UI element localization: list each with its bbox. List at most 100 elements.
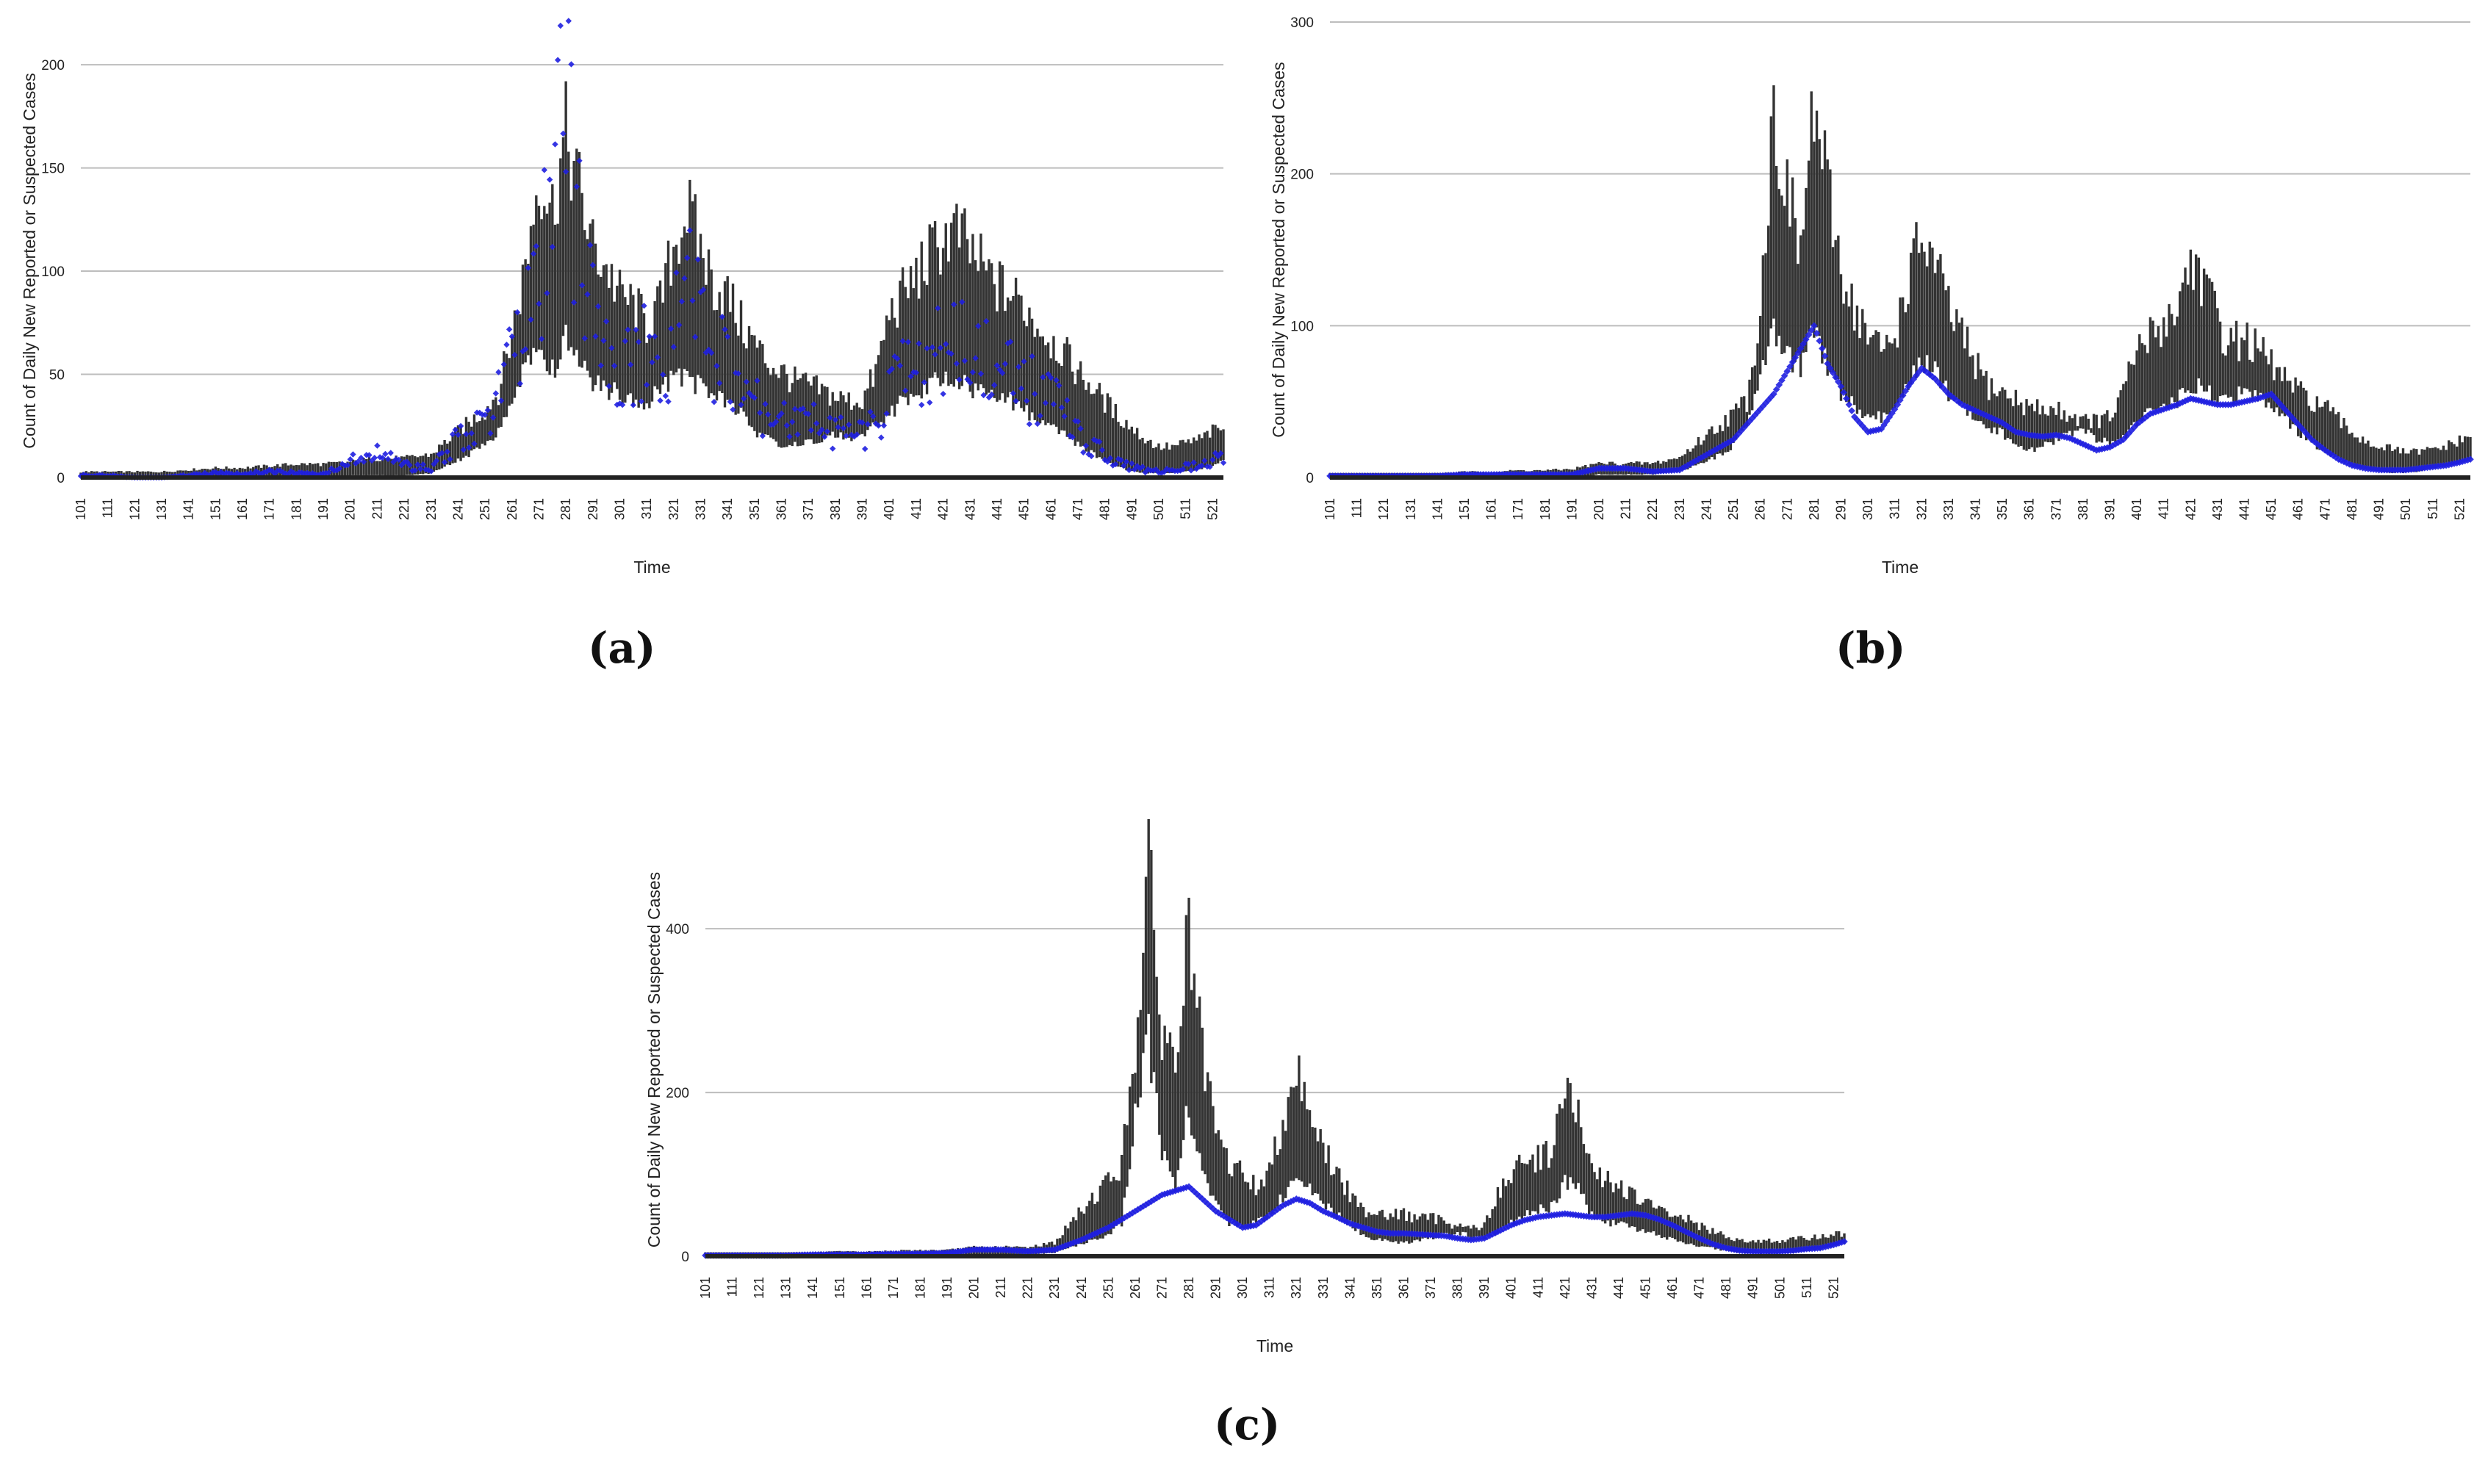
observed-point [1971, 407, 1980, 414]
observed-point [1096, 439, 1103, 445]
observed-point [2174, 401, 2181, 408]
x-tick-label: 491 [1124, 498, 1139, 520]
observed-point [835, 424, 841, 431]
x-tick-label: 151 [1457, 498, 1472, 520]
x-tick-label: 221 [1021, 1277, 1035, 1299]
observed-point [961, 357, 968, 364]
observed-point [643, 381, 650, 389]
observed-point [2467, 455, 2474, 463]
observed-point [608, 345, 615, 351]
observed-point [1682, 1228, 1690, 1236]
observed-point [1835, 378, 1842, 386]
observed-point [694, 256, 702, 263]
observed-point [1185, 461, 1192, 467]
x-tick-label: 351 [747, 498, 762, 520]
observed-point [854, 431, 860, 438]
observed-point [514, 309, 521, 316]
x-tick-label: 461 [1665, 1277, 1680, 1299]
observed-point [597, 362, 605, 369]
x-tick-label: 501 [2398, 498, 2413, 520]
observed-point [1045, 371, 1051, 378]
observed-point [390, 458, 397, 466]
observed-point [366, 452, 373, 458]
observed-point [969, 369, 977, 375]
observed-point [1129, 460, 1135, 467]
x-tick-label: 261 [1128, 1277, 1143, 1299]
observed-point [953, 360, 960, 367]
observed-point [654, 354, 661, 361]
y-tick-label: 150 [41, 162, 65, 177]
observed-point [675, 322, 683, 328]
y-tick-label: 50 [49, 368, 65, 383]
observed-point [1819, 345, 1826, 353]
x-tick-label: 131 [154, 498, 169, 520]
y-axis-title-b: Count of Daily New Reported or Suspected… [1269, 62, 1288, 437]
observed-point [1996, 418, 2004, 425]
chart-panel-a: 0 50 100 150 200 101 111 121 131 141 151 161 171 181… [20, 18, 1227, 577]
observed-point [1085, 451, 1092, 458]
observed-point [1811, 322, 1818, 330]
x-tick-label: 211 [993, 1277, 1008, 1298]
observed-point [2171, 402, 2179, 409]
observed-point [1507, 1221, 1515, 1229]
x-tick-label: 401 [2129, 498, 2144, 520]
observed-point [457, 422, 464, 430]
observed-point [977, 370, 985, 378]
observed-point [600, 337, 607, 344]
observed-point [935, 305, 941, 311]
observed-point [789, 419, 796, 425]
observed-point [1705, 450, 1713, 457]
gridlines-c [705, 928, 1844, 1094]
x-tick-label: 161 [235, 498, 250, 520]
ytick-labels-c: 0 200 400 [666, 922, 689, 1265]
observed-point [425, 467, 432, 474]
observed-point [1899, 392, 1907, 400]
observed-point [738, 401, 744, 408]
observed-point [1923, 369, 1931, 376]
observed-point [670, 343, 677, 350]
observed-point [1746, 417, 1753, 425]
x-axis-title-a: Time [633, 558, 670, 577]
observed-point [691, 334, 699, 340]
observed-point [1093, 438, 1100, 444]
observed-point [659, 371, 666, 378]
observed-point [630, 402, 637, 408]
observed-point [2090, 445, 2098, 453]
observed-point [2310, 438, 2318, 446]
observed-point [1115, 455, 1122, 462]
observed-point [460, 446, 467, 453]
observed-point [1090, 436, 1098, 443]
y-tick-label: 400 [666, 922, 689, 937]
observed-point [360, 458, 367, 465]
observed-point [1999, 419, 2006, 427]
x-tick-label: 241 [1074, 1277, 1089, 1299]
observed-point [1150, 467, 1157, 474]
observed-point [484, 407, 491, 414]
observed-point [948, 350, 954, 357]
observed-point [1756, 406, 1764, 413]
x-axis-title-c: Time [1256, 1336, 1293, 1355]
observed-point [239, 471, 246, 478]
observed-point [586, 242, 594, 248]
observed-point [1499, 1225, 1507, 1233]
observed-point [2316, 442, 2323, 450]
observed-point [533, 242, 539, 250]
observed-point [1885, 413, 1894, 421]
observed-point [756, 409, 763, 417]
observed-point [1088, 453, 1095, 460]
x-tick-label: 181 [1538, 498, 1553, 520]
observed-point [503, 342, 510, 348]
observed-point [964, 376, 971, 383]
x-tick-label: 431 [963, 498, 977, 520]
observed-point [1740, 424, 1748, 431]
observed-point [1732, 433, 1740, 440]
observed-point [1829, 369, 1837, 377]
observed-point [929, 344, 936, 350]
x-tick-label: 331 [1941, 498, 1956, 520]
observed-point [1064, 397, 1071, 404]
x-tick-label: 501 [1772, 1277, 1787, 1299]
observed-point [907, 373, 914, 380]
observed-point [940, 390, 946, 397]
observed-point [2162, 404, 2171, 412]
